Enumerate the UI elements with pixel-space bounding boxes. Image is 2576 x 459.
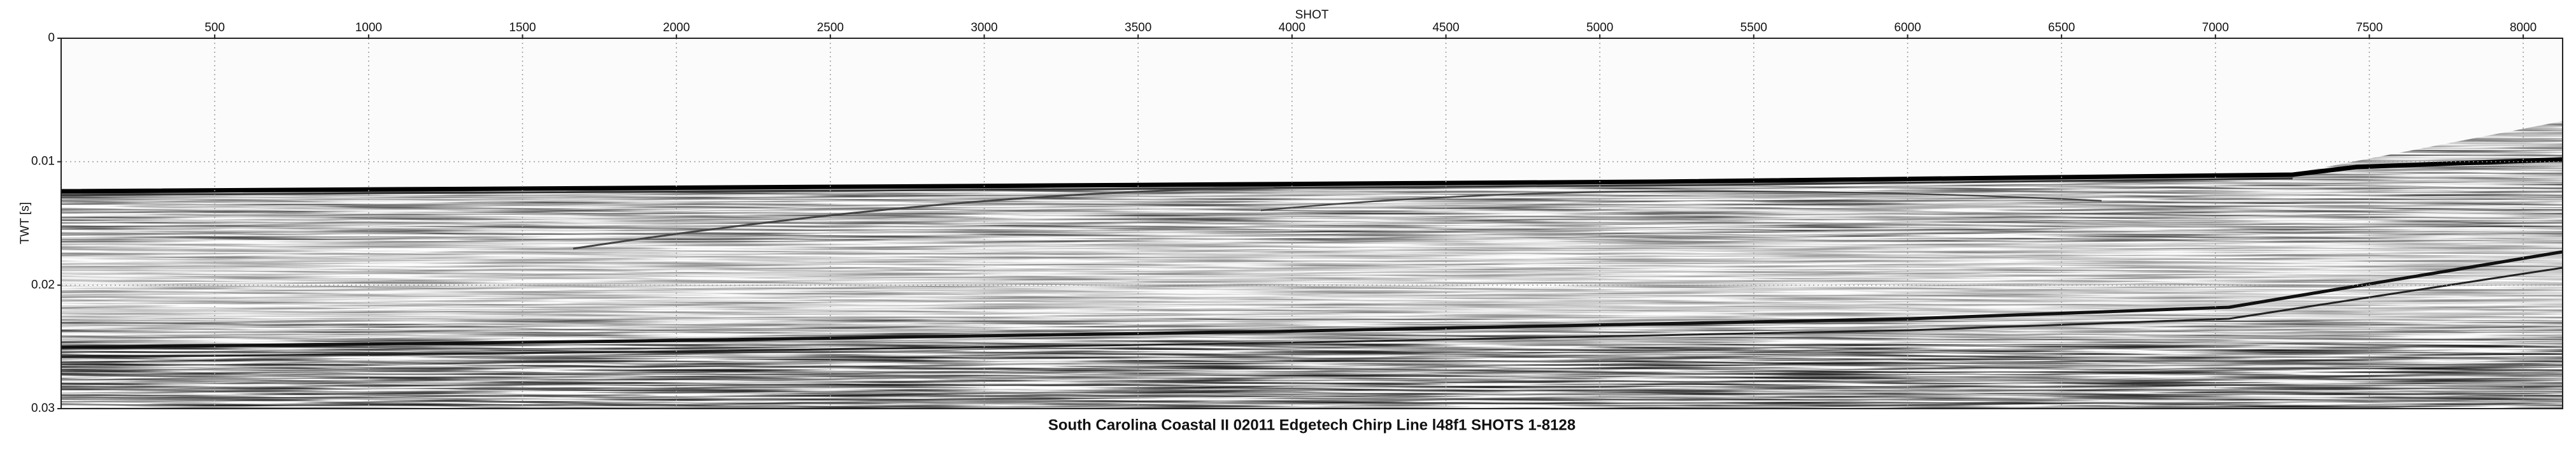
seismic-image (61, 38, 2563, 409)
x-tick-label: 5000 (1586, 21, 1613, 34)
x-tick-label: 4500 (1432, 21, 1459, 34)
y-tick-label: 0.03 (31, 402, 55, 415)
axes: 500 1000 1500 2000 2500 3000 3500 4000 4500 5000 5… (31, 21, 2563, 415)
x-tick-label: 3500 (1125, 21, 1151, 34)
plot-frame (60, 38, 2563, 409)
x-tick-label: 1000 (355, 21, 382, 34)
x-axis-label: SHOT (1295, 8, 1329, 22)
x-tick-label: 500 (204, 21, 225, 34)
x-tick-label: 1500 (509, 21, 536, 34)
x-tick-label: 6000 (1894, 21, 1921, 34)
x-tick-label: 7500 (2356, 21, 2382, 34)
x-tick-label: 2000 (663, 21, 690, 34)
x-tick-label: 6500 (2048, 21, 2075, 34)
x-tick-label: 8000 (2510, 21, 2537, 34)
x-tick-label: 3000 (971, 21, 997, 34)
y-tick-label: 0.02 (31, 278, 55, 291)
x-tick-label: 7000 (2202, 21, 2229, 34)
y-tick-label: 0.01 (31, 155, 55, 168)
x-tick-label: 2500 (817, 21, 844, 34)
chart-title: South Carolina Coastal II 02011 Edgetech… (1048, 416, 1576, 433)
x-tick-label: 4000 (1279, 21, 1306, 34)
x-tick-label: 5500 (1740, 21, 1767, 34)
y-tick-label: 0 (48, 31, 55, 45)
y-axis-label: TWT [s] (18, 202, 32, 244)
